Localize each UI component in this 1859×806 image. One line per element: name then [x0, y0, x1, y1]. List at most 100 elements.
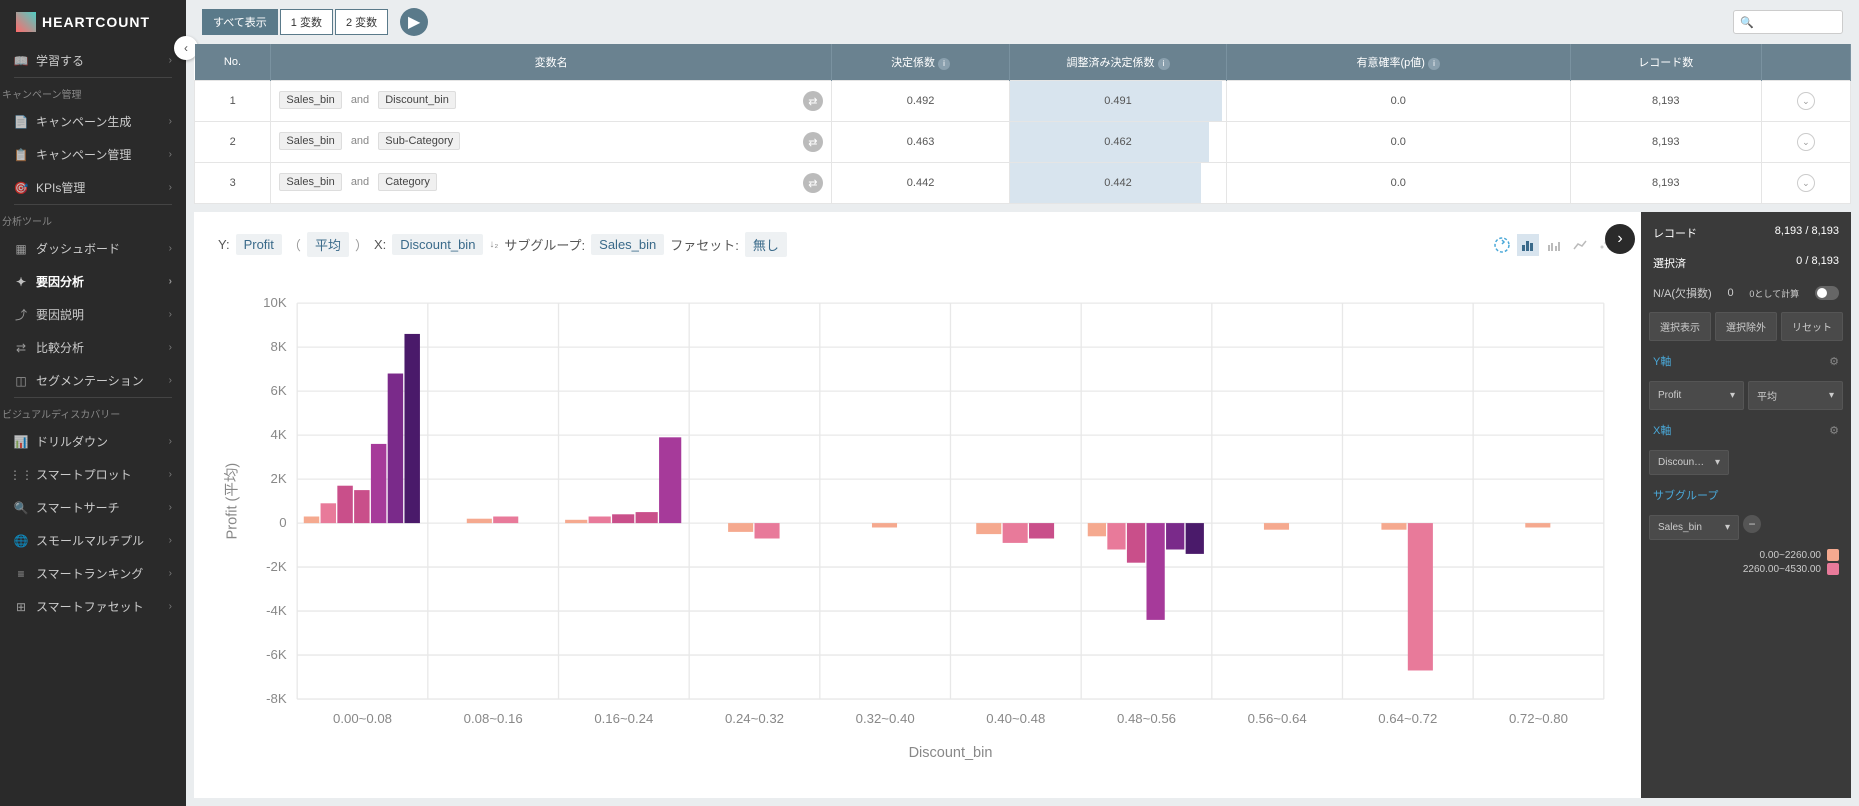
search-input[interactable]	[1754, 16, 1836, 28]
subgroup-field-select[interactable]: Sales_bin▾	[1649, 515, 1739, 540]
gear-icon[interactable]: ⚙	[1829, 355, 1839, 368]
bar[interactable]	[636, 512, 658, 523]
remove-subgroup-button[interactable]: −	[1743, 515, 1761, 533]
bar[interactable]	[1029, 523, 1054, 538]
info-icon[interactable]: i	[1158, 58, 1170, 70]
bar[interactable]	[1127, 523, 1145, 563]
bar[interactable]	[1264, 523, 1289, 530]
na-toggle[interactable]	[1815, 286, 1839, 300]
cell-expand: ⌄	[1761, 122, 1850, 163]
subgroup-select[interactable]: Sales_bin	[591, 234, 664, 255]
bar[interactable]	[388, 374, 403, 524]
sidebar-item-facet[interactable]: ⊞スマートファセット›	[0, 590, 186, 623]
bar[interactable]	[1186, 523, 1204, 554]
bar[interactable]	[337, 486, 352, 523]
sidebar-item-book[interactable]: 📖学習する›	[0, 44, 186, 77]
bar[interactable]	[1146, 523, 1164, 620]
reset-button[interactable]: リセット	[1781, 312, 1843, 341]
facet-select[interactable]: 無し	[745, 232, 787, 257]
agg-select[interactable]: 平均	[307, 232, 349, 257]
tab-show-all[interactable]: すべて表示	[202, 9, 278, 35]
table-row[interactable]: 3 Sales_bin and Category ⇄ 0.442 0.442 0…	[195, 163, 1851, 204]
sort-icon[interactable]: ↓₂	[489, 239, 498, 250]
svg-text:0.64~0.72: 0.64~0.72	[1378, 711, 1437, 726]
var-tag[interactable]: Sales_bin	[279, 132, 341, 150]
sidebar-item-share[interactable]: ⤴要因説明›	[0, 298, 186, 331]
bar[interactable]	[304, 517, 319, 524]
info-icon[interactable]: i	[938, 58, 950, 70]
tab-two-var[interactable]: 2 変数	[335, 9, 388, 35]
sidebar-item-grid[interactable]: ▦ダッシュボード›	[0, 232, 186, 265]
na-zero-label: 0として計算	[1749, 287, 1799, 300]
play-button[interactable]: ▶	[400, 8, 428, 36]
table-row[interactable]: 1 Sales_bin and Discount_bin ⇄ 0.492 0.4…	[195, 81, 1851, 122]
table-row[interactable]: 2 Sales_bin and Sub-Category ⇄ 0.463 0.4…	[195, 122, 1851, 163]
search-box[interactable]: 🔍	[1733, 10, 1843, 34]
y-field-select[interactable]: Profit▾	[1649, 381, 1744, 410]
sidebar-item-rank[interactable]: ≡スマートランキング›	[0, 557, 186, 590]
bar[interactable]	[404, 334, 419, 523]
legend-item[interactable]: 2260.00~4530.00	[1649, 562, 1843, 576]
bar[interactable]	[565, 520, 587, 523]
var-tag[interactable]: Discount_bin	[378, 91, 456, 109]
bar[interactable]	[1088, 523, 1106, 536]
var-tag[interactable]: Sub-Category	[378, 132, 460, 150]
bar-chart-icon[interactable]	[1517, 234, 1539, 256]
bar[interactable]	[493, 517, 518, 524]
expand-icon[interactable]: ⌄	[1797, 92, 1815, 110]
sidebar-item-globe[interactable]: 🌐スモールマルチプル›	[0, 524, 186, 557]
bar[interactable]	[1003, 523, 1028, 543]
sidebar-item-segment[interactable]: ◫セグメンテーション›	[0, 364, 186, 397]
var-tag[interactable]: Sales_bin	[279, 173, 341, 191]
bar[interactable]	[755, 523, 780, 538]
chart-next-button[interactable]: ›	[1605, 224, 1635, 254]
bar[interactable]	[354, 490, 369, 523]
swap-icon[interactable]: ⇄	[803, 173, 823, 193]
sidebar-item-plus-doc[interactable]: 📄キャンペーン生成›	[0, 105, 186, 138]
sidebar-item-list[interactable]: 📋キャンペーン管理›	[0, 138, 186, 171]
bar[interactable]	[589, 517, 611, 524]
sidebar-item-factor[interactable]: ✦要因分析›	[0, 265, 186, 298]
grouped-bar-icon[interactable]	[1543, 234, 1565, 256]
info-icon[interactable]: i	[1428, 58, 1440, 70]
bar[interactable]	[1107, 523, 1125, 549]
refresh-icon[interactable]	[1491, 234, 1513, 256]
bar[interactable]	[976, 523, 1001, 534]
sidebar-item-search[interactable]: 🔍スマートサーチ›	[0, 491, 186, 524]
bar[interactable]	[1525, 523, 1550, 527]
legend-item[interactable]: 0.00~2260.00	[1649, 548, 1843, 562]
var-tag[interactable]: Sales_bin	[279, 91, 341, 109]
y-agg-select[interactable]: 平均▾	[1748, 381, 1843, 410]
swap-icon[interactable]: ⇄	[803, 91, 823, 111]
expand-icon[interactable]: ⌄	[1797, 133, 1815, 151]
tab-one-var[interactable]: 1 変数	[280, 9, 333, 35]
svg-text:0: 0	[279, 515, 286, 530]
bar[interactable]	[467, 519, 492, 523]
exclude-selection-button[interactable]: 選択除外	[1715, 312, 1777, 341]
svg-text:0.48~0.56: 0.48~0.56	[1117, 711, 1176, 726]
y-value-select[interactable]: Profit	[236, 234, 282, 255]
var-tag[interactable]: Category	[378, 173, 437, 191]
bar[interactable]	[1408, 523, 1433, 670]
sidebar-item-drill[interactable]: 📊ドリルダウン›	[0, 425, 186, 458]
bar[interactable]	[728, 523, 753, 532]
bar[interactable]	[659, 437, 681, 523]
line-chart-icon[interactable]	[1569, 234, 1591, 256]
plus-doc-icon: 📄	[14, 115, 28, 129]
bar[interactable]	[321, 503, 336, 523]
bar[interactable]	[371, 444, 386, 523]
bar[interactable]	[1166, 523, 1184, 549]
bar[interactable]	[612, 514, 634, 523]
x-field-select[interactable]: Discoun…▾	[1649, 450, 1729, 475]
show-selection-button[interactable]: 選択表示	[1649, 312, 1711, 341]
swap-icon[interactable]: ⇄	[803, 132, 823, 152]
sidebar-item-scatter[interactable]: ⋮⋮スマートプロット›	[0, 458, 186, 491]
x-value-select[interactable]: Discount_bin	[392, 234, 483, 255]
sidebar-item-compare[interactable]: ⇄比較分析›	[0, 331, 186, 364]
sidebar-item-target[interactable]: 🎯KPIs管理›	[0, 171, 186, 204]
svg-text:8K: 8K	[270, 339, 286, 354]
bar[interactable]	[872, 523, 897, 527]
expand-icon[interactable]: ⌄	[1797, 174, 1815, 192]
gear-icon[interactable]: ⚙	[1829, 424, 1839, 437]
bar[interactable]	[1381, 523, 1406, 530]
